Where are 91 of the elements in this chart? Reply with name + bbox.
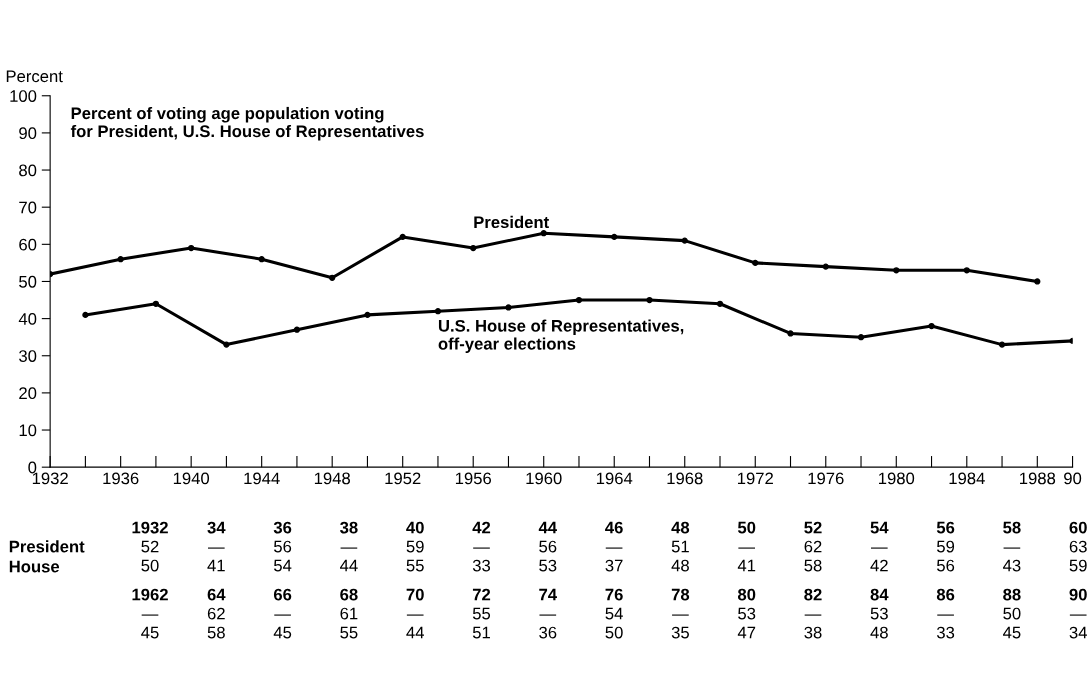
x-tick-label: 1972 — [737, 472, 773, 485]
x-tick-label: 1968 — [667, 472, 703, 485]
text: 60 63 59 — [1069, 521, 1087, 572]
point — [82, 311, 89, 319]
point — [928, 322, 935, 330]
text: 48 51 48 — [671, 521, 690, 572]
text: 72 55 51 — [472, 588, 491, 639]
text: President — [9, 540, 85, 553]
y-tick-label: 0 — [28, 461, 37, 474]
point — [646, 296, 653, 304]
text: 42 — 33 — [472, 521, 491, 572]
x-tick-label: 1932 — [32, 472, 68, 485]
point — [963, 267, 970, 274]
point — [716, 300, 724, 307]
text: 40 59 55 — [406, 521, 424, 572]
point — [505, 304, 512, 311]
point — [893, 267, 900, 274]
x-tick-label: 1940 — [173, 472, 210, 485]
text: Percent of voting age population voting for President, U.S. House of Representatives — [70, 106, 424, 141]
point — [540, 230, 547, 237]
point — [470, 244, 477, 252]
x-tick-label: 1960 — [526, 472, 562, 485]
point — [575, 296, 583, 304]
text: 84 53 48 — [870, 588, 889, 639]
point — [998, 341, 1006, 348]
point — [434, 308, 442, 315]
y-tick-label: 10 — [19, 424, 37, 437]
text: 36 56 54 — [273, 521, 292, 572]
text: 74 — 36 — [539, 588, 557, 639]
y-axis-title: Percent — [6, 70, 63, 83]
x-tick-label: 1964 — [596, 472, 633, 485]
y-tick-label: 20 — [19, 387, 37, 400]
text: 50 — 41 — [737, 521, 756, 572]
x-tick-label: 1984 — [949, 472, 985, 485]
y-tick-label: 70 — [19, 201, 37, 214]
y-tick-label: 40 — [18, 313, 37, 325]
text: 90 — 34 — [1069, 588, 1087, 639]
point — [857, 334, 865, 341]
text: 58 — 43 — [1003, 521, 1021, 572]
text: House — [9, 560, 60, 573]
text: 64 62 58 — [207, 588, 226, 639]
text: 52 62 58 — [804, 521, 822, 572]
point — [681, 237, 688, 244]
text: 1932 52 50 — [132, 521, 168, 572]
series-label: President — [474, 215, 549, 229]
point — [152, 300, 160, 307]
point — [364, 311, 371, 319]
y-tick-label: 90 — [19, 127, 37, 140]
text: 82 — 38 — [804, 588, 822, 639]
point — [752, 259, 759, 267]
x-tick-label: 1980 — [879, 472, 915, 485]
point — [787, 330, 794, 337]
x-tick-label: 1956 — [455, 472, 492, 485]
text: 70 — 44 — [406, 588, 424, 639]
point — [611, 233, 618, 241]
y-tick-label: 50 — [19, 275, 37, 288]
text: 46 — 37 — [605, 521, 623, 572]
text: 34 — 41 — [207, 521, 226, 572]
point — [293, 326, 301, 333]
x-tick-label: 1944 — [244, 472, 280, 485]
point — [258, 256, 265, 263]
text: 38 — 44 — [340, 521, 358, 572]
series-label: U.S. House of Representatives, off-year elections — [438, 319, 684, 353]
point — [1034, 278, 1041, 285]
point — [188, 244, 195, 252]
text: 66 — 45 — [273, 588, 292, 639]
text: 80 53 47 — [737, 588, 756, 639]
text: 76 54 50 — [605, 588, 623, 639]
text: 88 50 45 — [1003, 588, 1021, 639]
y-tick-label: 80 — [19, 164, 37, 177]
point — [117, 256, 124, 263]
text: 56 59 56 — [936, 521, 955, 572]
point — [223, 341, 230, 348]
point — [822, 263, 829, 270]
text: 86 — 33 — [936, 588, 955, 639]
point — [329, 274, 336, 281]
text: 68 61 55 — [340, 588, 358, 639]
y-tick-label: 100 — [10, 90, 37, 102]
x-tick-label: 90 — [1064, 472, 1082, 485]
x-tick-label: 1952 — [385, 472, 421, 485]
x-tick-label: 1948 — [314, 472, 350, 485]
text: 44 56 53 — [538, 521, 557, 572]
point — [399, 233, 406, 241]
text: 1962 — 45 — [132, 588, 168, 639]
y-tick-label: 30 — [19, 350, 37, 362]
text: 78 — 35 — [671, 588, 690, 639]
x-tick-label: 1976 — [808, 472, 844, 485]
x-tick-label: 1936 — [103, 472, 139, 485]
text: 54 — 42 — [870, 521, 889, 572]
y-tick-label: 60 — [19, 238, 37, 251]
x-tick-label: 1988 — [1020, 472, 1056, 485]
